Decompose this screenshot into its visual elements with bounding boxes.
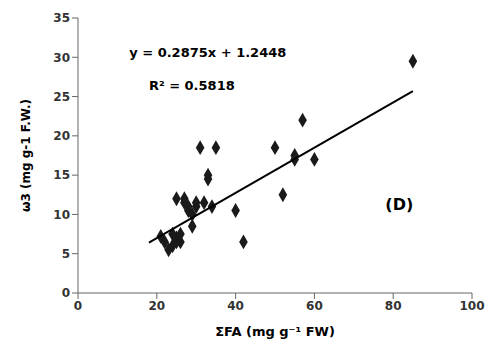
svg-text:100: 100 [459, 299, 484, 313]
svg-text:60: 60 [306, 299, 323, 313]
svg-text:0: 0 [74, 299, 82, 313]
svg-text:0: 0 [62, 286, 70, 300]
svg-text:5: 5 [62, 247, 70, 261]
svg-text:ω3 (mg g-1 F.W.): ω3 (mg g-1 F.W.) [19, 99, 33, 212]
svg-text:80: 80 [385, 299, 402, 313]
svg-text:25: 25 [53, 90, 70, 104]
svg-text:30: 30 [53, 51, 70, 65]
html-text:(D): (D) [385, 195, 414, 215]
svg-text:35: 35 [53, 11, 70, 25]
svg-text:15: 15 [53, 168, 70, 182]
svg-text:20: 20 [148, 299, 165, 313]
svg-text:40: 40 [227, 299, 244, 313]
html-text:R² = 0.5818: R² = 0.5818 [148, 77, 235, 93]
svg-text:20: 20 [53, 129, 70, 143]
svg-text:10: 10 [53, 208, 70, 222]
html-text:y = 0.2875x + 1.2448: y = 0.2875x + 1.2448 [129, 44, 287, 60]
svg-text:ΣFA (mg g⁻¹ FW): ΣFA (mg g⁻¹ FW) [215, 324, 335, 339]
